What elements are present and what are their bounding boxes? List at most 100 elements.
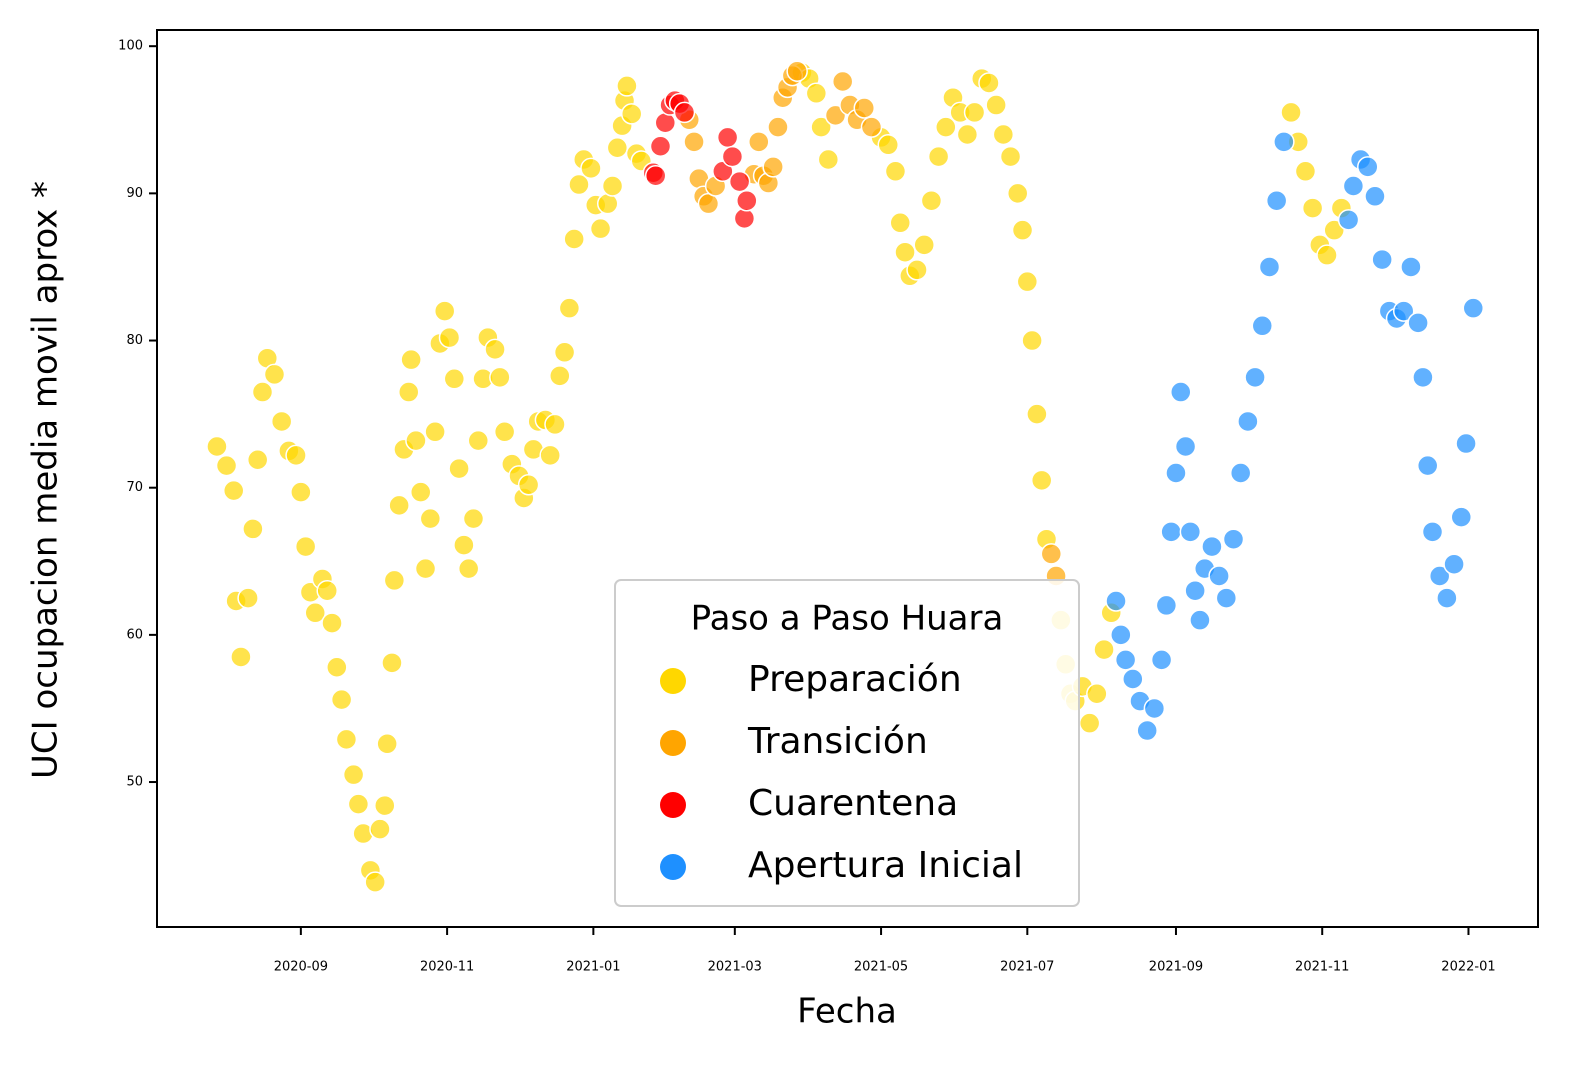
point <box>606 136 629 159</box>
point <box>1122 668 1144 690</box>
y-tick-label: 80 <box>126 333 143 348</box>
point <box>748 131 770 153</box>
x-tick-label: 2021-07 <box>1000 960 1054 975</box>
point <box>733 207 756 230</box>
point <box>549 365 571 387</box>
point <box>1258 256 1281 278</box>
point <box>1244 366 1266 389</box>
point <box>1428 565 1451 587</box>
legend-box <box>614 579 1080 907</box>
point <box>601 175 624 197</box>
point <box>1011 219 1034 241</box>
point <box>810 116 832 138</box>
point <box>1110 624 1132 646</box>
point <box>1040 543 1063 565</box>
point <box>596 192 619 215</box>
point <box>405 429 427 452</box>
point <box>376 733 398 755</box>
point <box>1400 256 1422 278</box>
point <box>1021 329 1043 352</box>
legend-marker <box>660 730 686 756</box>
point <box>246 448 269 471</box>
point <box>1201 535 1223 558</box>
point <box>285 444 307 467</box>
point <box>620 103 643 125</box>
point <box>721 145 744 168</box>
point <box>683 131 705 153</box>
point <box>568 173 590 196</box>
point <box>1323 219 1345 241</box>
x-tick-label: 2020-11 <box>420 960 474 975</box>
point <box>443 368 466 390</box>
point <box>438 326 461 349</box>
point <box>517 474 540 496</box>
point <box>206 435 228 458</box>
point <box>1208 565 1230 587</box>
point <box>728 170 751 193</box>
x-tick-label: 2021-09 <box>1149 960 1203 975</box>
point <box>242 518 264 540</box>
point <box>467 429 490 452</box>
point <box>1184 579 1206 602</box>
legend-label: Transición <box>747 721 928 762</box>
point <box>824 104 847 127</box>
point <box>335 728 358 751</box>
point <box>999 145 1022 168</box>
point <box>589 217 612 240</box>
point <box>347 793 370 815</box>
legend-marker <box>660 854 686 880</box>
point <box>906 259 928 281</box>
point <box>215 454 238 477</box>
point <box>414 557 437 580</box>
point <box>1160 521 1182 543</box>
point <box>484 338 506 361</box>
legend-label: Cuarentena <box>748 783 958 824</box>
point <box>539 444 561 467</box>
point <box>1392 300 1415 322</box>
point <box>580 157 602 180</box>
point <box>1407 312 1429 334</box>
point <box>853 97 876 119</box>
point <box>1093 638 1115 661</box>
legend-marker <box>660 668 686 694</box>
plot-frame <box>156 29 1539 928</box>
point <box>326 656 348 678</box>
point <box>381 652 403 674</box>
point <box>409 481 432 503</box>
point <box>1364 185 1386 208</box>
point <box>493 421 516 443</box>
point <box>294 535 317 558</box>
point <box>654 111 677 134</box>
point <box>1174 435 1197 458</box>
point <box>1143 697 1166 720</box>
point <box>884 160 907 183</box>
x-axis-label: Fecha <box>797 992 897 1032</box>
point <box>1189 609 1211 631</box>
point <box>920 189 943 212</box>
point <box>927 145 950 168</box>
point <box>1280 101 1302 124</box>
point <box>1301 197 1324 219</box>
point <box>230 646 252 668</box>
x-tick-label: 2021-01 <box>566 960 620 975</box>
y-axis-label: UCI ocupacion media movil aprox * <box>26 181 66 779</box>
point <box>558 297 581 319</box>
point <box>1273 131 1295 153</box>
point <box>1316 244 1338 266</box>
point <box>1026 403 1048 425</box>
point <box>222 479 245 502</box>
point <box>1150 649 1173 671</box>
point <box>1412 366 1434 389</box>
point <box>462 507 485 530</box>
point <box>1450 506 1473 528</box>
y-tick-label: 70 <box>126 480 143 495</box>
point <box>424 421 446 443</box>
point <box>553 341 576 364</box>
point <box>1016 270 1039 293</box>
point <box>1357 156 1379 178</box>
point <box>364 871 386 893</box>
point <box>1030 469 1053 492</box>
point <box>1179 521 1202 543</box>
point <box>544 413 566 436</box>
